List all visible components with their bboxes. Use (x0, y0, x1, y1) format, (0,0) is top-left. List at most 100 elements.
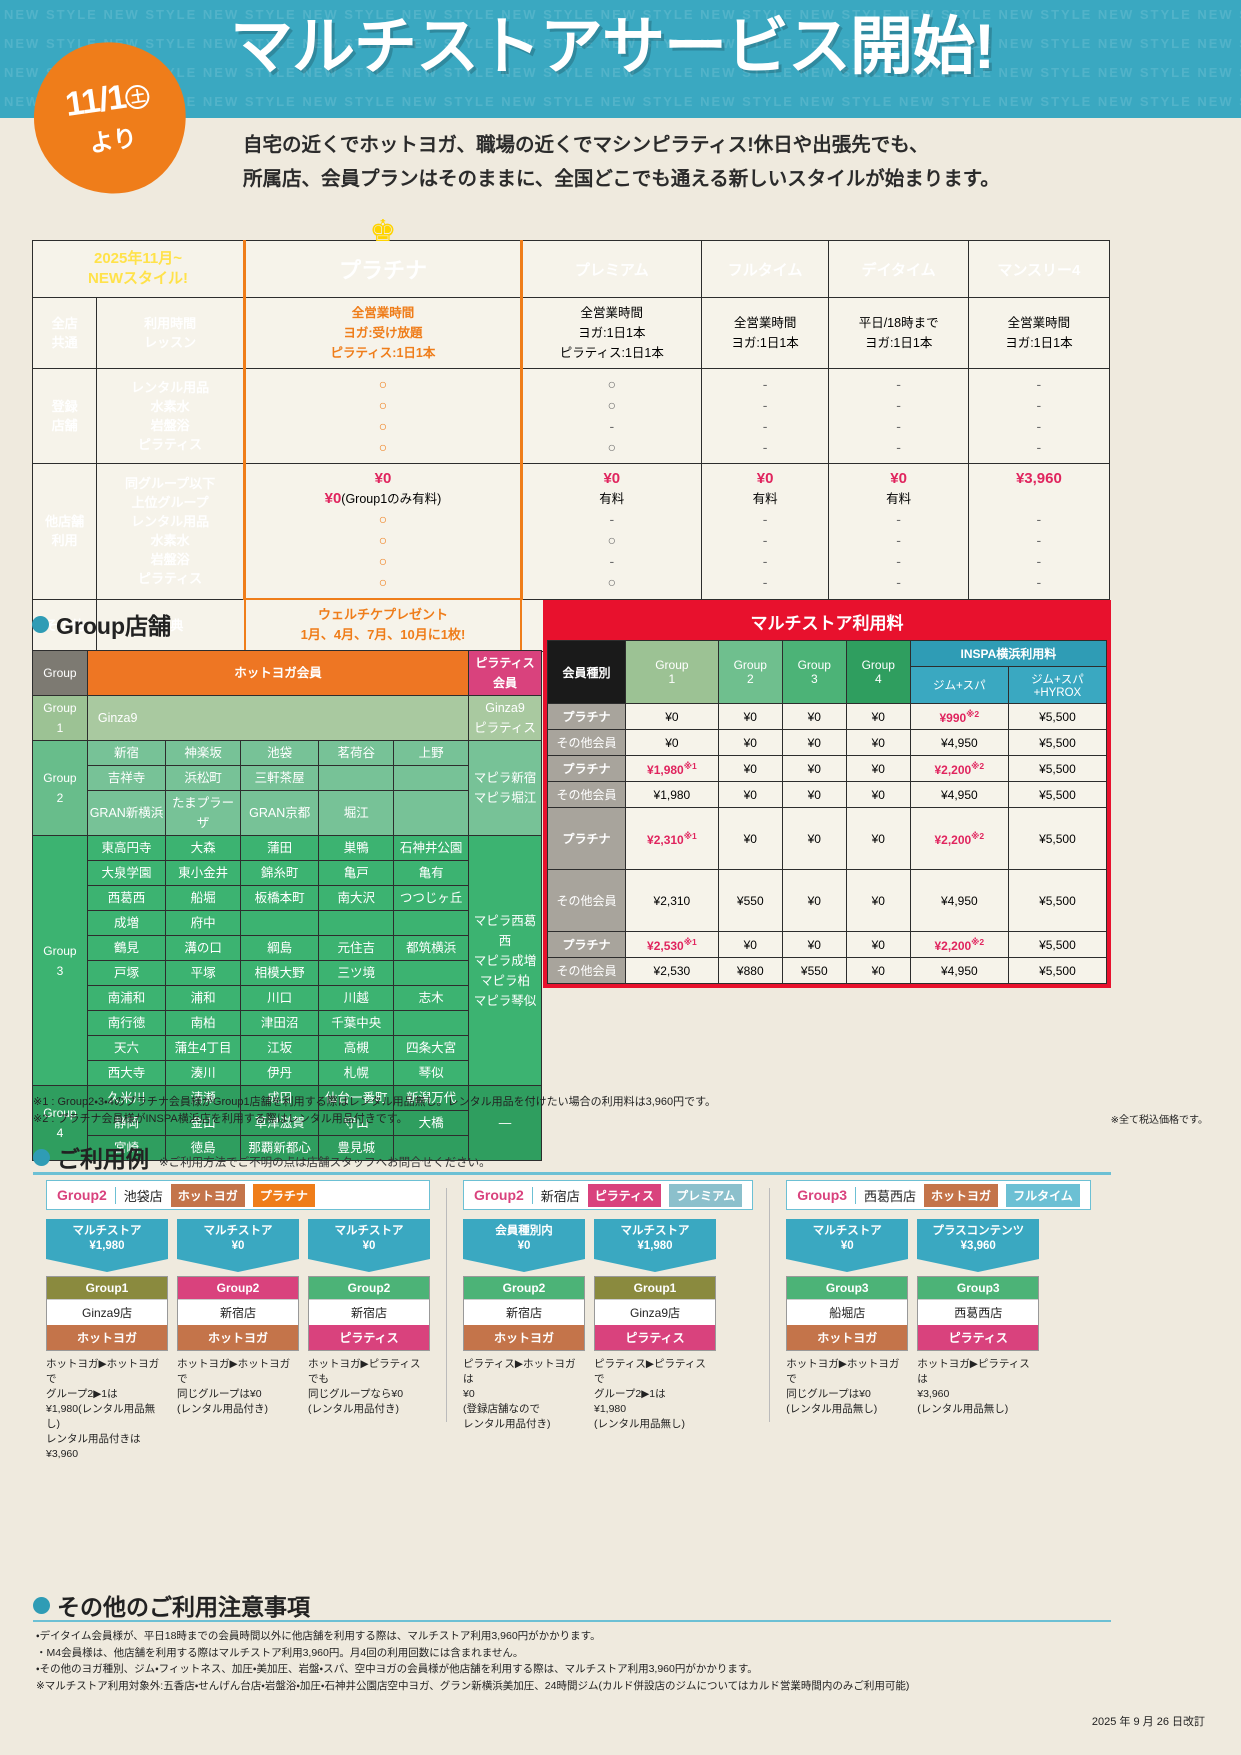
plan-cell-marks: ---- (828, 368, 969, 464)
example-card-type: ホットヨガ (787, 1325, 908, 1350)
example-tag: フルタイム (1006, 1183, 1080, 1207)
example-block: Group2 池袋店 ホットヨガ プラチナ マルチストア ¥1,980 Group1 Ginz… (36, 1180, 440, 1462)
store-name: 仙台一番町 (318, 1085, 395, 1111)
example-card-store: 新宿店 (178, 1299, 298, 1325)
group-store-row: 南浦和 浦和 川口 川越 志木 (33, 985, 542, 1011)
plan-header-row: 2025年11月~ NEWスタイル! ♚ プラチナ プレミアム フルタイム デイ… (31, 217, 1111, 298)
store-name (318, 910, 395, 936)
store-name: 元住吉 (318, 935, 395, 961)
plan-cell-hours: 全営業時間 ヨガ:受け放題 ピラティス:1日1本 (243, 297, 523, 369)
fee-cell-hyrox: ¥5,500 (1007, 807, 1108, 870)
note-2: ※2 : プラチナ会員様がINSPA横浜店を利用する際はレンタル用品付きです。 (33, 1113, 408, 1125)
store-name: 徳島 (165, 1135, 242, 1161)
fee-cell-hyrox: ¥5,500 (1007, 729, 1108, 756)
fee-cell-g3: ¥0 (781, 869, 847, 932)
footer-note-line: ・M4会員様は、他店舗を利用する際はマルチストア利用3,960円。月4回の利用回… (36, 1646, 524, 1659)
fee-cell-g1: ¥2,310 (625, 869, 719, 932)
group-store-row: Group 3 東高円寺 大森 蒲田 巣鴨 石神井公園 マピラ西葛西 マピラ成増 マピラ柏 マピラ琴… (32, 835, 542, 1086)
example-flow: マルチストア ¥1,980 Group1 Ginza9店 ピラティス ピラティス▶ピラティ… (594, 1219, 716, 1432)
store-name: 綱島 (240, 935, 320, 961)
fee-cell-g4: ¥0 (845, 755, 911, 782)
group-store-row: 成増 府中 (33, 910, 542, 936)
store-name: 亀戸 (318, 860, 395, 886)
plan-cell-otherstore: ¥0 有料 - - - - (828, 463, 969, 600)
plan-row-items: 同グループ以下 上位グループ レンタル用品 水素水 岩盤浴 ピラティス (96, 463, 246, 600)
store-name: 相模大野 (240, 960, 320, 986)
example-flows: 会員種別内 ¥0 Group2 新宿店 ホットヨガ ピラティス▶ホットヨガは ¥0 (登録店舗… (463, 1219, 753, 1432)
fee-row-label: その他会員 (547, 957, 626, 984)
example-card-group: Group1 (47, 1277, 167, 1299)
fee-cell-g1: ¥2,530 (625, 957, 719, 984)
bullet-dot-icon (32, 615, 49, 633)
plan-cell-marks: ---- (967, 368, 1111, 464)
plan-row-group-label: 登録 店舗 (31, 368, 98, 464)
fee-cell-g2: ¥880 (717, 957, 783, 984)
fee-cell-g4: ¥0 (845, 869, 911, 932)
pilates-stores: — (468, 1085, 542, 1161)
plan-row-items: 特典 (96, 598, 246, 652)
store-name: 巣鴨 (318, 835, 395, 861)
plan-row-group-label: 全店 共通 (31, 297, 98, 369)
multistore-fee-table: マルチストア利用料 会員種別 Group 1 Group 2 Group 3 Group 4 IN… (543, 600, 1111, 988)
example-card-group: Group2 (309, 1277, 429, 1299)
page-title: マルチストアサービス開始! (230, 12, 995, 82)
example-card: Group1 Ginza9店 ホットヨガ (46, 1276, 168, 1351)
example-bar: Group2 新宿店 ピラティス プレミアム (463, 1180, 754, 1210)
store-name: 成田 (240, 1085, 320, 1111)
store-name: GRAN新横浜 (86, 790, 167, 836)
example-tag: プレミアム (669, 1183, 743, 1207)
store-name: 西葛西 (86, 885, 167, 911)
example-block: Group2 新宿店 ピラティス プレミアム会員種別内 ¥0 Group2 新宿店 ホットヨガ… (453, 1180, 763, 1462)
example-card-store: 新宿店 (464, 1299, 584, 1325)
fee-cell-g1: ¥2,530※1 (625, 931, 719, 958)
example-arrow: マルチストア ¥1,980 (46, 1219, 168, 1272)
store-name: 湊川 (165, 1060, 242, 1086)
fee-row-label: プラチナ (547, 807, 626, 870)
store-name: 戸塚 (86, 960, 167, 986)
fee-row-label: プラチナ (547, 703, 626, 730)
footer-notes: ・デイタイム会員様が、平日18時までの会員時間以外に他店舗を利用する際は、マルチ… (36, 1628, 1036, 1694)
plan-cell-hours: 全営業時間 ヨガ:1日1本 (700, 297, 830, 369)
store-name: 東高円寺 (86, 835, 167, 861)
hero-subtitle-line1: 自宅の近くでホットヨガ、職場の近くでマシンピラティス!休日や出張先でも、 (243, 134, 929, 156)
store-name: GRAN京都 (240, 790, 320, 836)
examples-header: ご利用例 ※ご利用方法でご不明の点は店舗スタッフへお問合せください。 (33, 1140, 491, 1174)
plan-col-platinum: ♚ プラチナ (243, 217, 523, 298)
store-name: 那覇新都心 (240, 1135, 320, 1161)
group-store-row: 宮崎 徳島 那覇新都心 豊見城 (33, 1135, 542, 1161)
example-card-group: Group2 (178, 1277, 298, 1299)
store-name: 蒲田 (240, 835, 320, 861)
example-bar: Group3 西葛西店 ホットヨガ フルタイム (786, 1180, 1091, 1210)
store-name: 亀有 (393, 860, 470, 886)
pilates-stores: マピラ西葛西 マピラ成増 マピラ柏 マピラ琴似 (468, 835, 542, 1086)
fee-row-label: その他会員 (547, 781, 626, 808)
store-name: たまプラーザ (165, 790, 242, 836)
store-name: 堀江 (318, 790, 395, 836)
inspa-subheader: ジム+スパ (909, 666, 1009, 704)
fee-notes: ※1 : Group2・3・4のプラチナ会員様がGroup1店舗を利用する際はレ… (33, 1094, 716, 1128)
fee-cell-g1: ¥2,310※1 (625, 807, 719, 870)
store-name: 神楽坂 (165, 740, 242, 766)
group-store-row: 鶴見 溝の口 綱島 元住吉 都筑横浜 (33, 935, 542, 961)
example-card: Group2 新宿店 ホットヨガ (177, 1276, 299, 1351)
pilates-stores: Ginza9 ピラティス (468, 695, 542, 741)
bullet-dot-icon (33, 1596, 50, 1614)
plan-col-fulltime: フルタイム (700, 240, 830, 298)
store-name: 伊丹 (240, 1060, 320, 1086)
store-name: 南大沢 (318, 885, 395, 911)
plan-cell-marks: ○ ○ ○ ○ (243, 368, 523, 464)
example-tag: ホットヨガ (170, 1183, 245, 1207)
corner-line1: 2025年11月~ (94, 250, 182, 267)
hotyoga-col-header: ホットヨガ会員 (86, 650, 470, 696)
group-header-row: Group ホットヨガ会員 ピラティス 会員 (32, 650, 542, 696)
example-arrow: 会員種別内 ¥0 (463, 1219, 585, 1272)
fee-group-header: Group 4 (845, 640, 911, 704)
footer-divider (33, 1620, 1111, 1622)
group-store-row: Group 1 Ginza9 Ginza9 ピラティス (32, 695, 542, 741)
fee-cell-g2: ¥0 (717, 807, 783, 870)
inspa-header: INSPA横浜利用料 (909, 640, 1108, 667)
pilates-col-header: ピラティス 会員 (468, 650, 542, 696)
plan-corner-header: 2025年11月~ NEWスタイル! (31, 240, 246, 298)
store-name: 吉祥寺 (86, 765, 167, 791)
fee-row-label: その他会員 (547, 729, 626, 756)
